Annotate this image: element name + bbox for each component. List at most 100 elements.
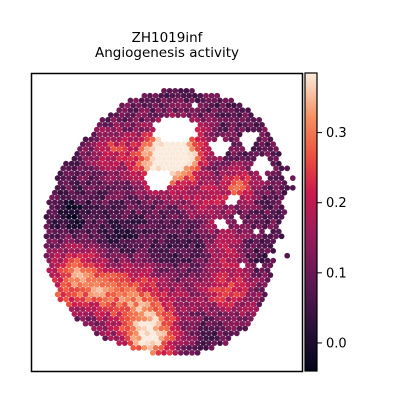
tissue-spot (245, 291, 251, 298)
tissue-spot (107, 189, 114, 196)
tissue-spot (264, 257, 271, 264)
tissue-spot (259, 151, 265, 157)
tissue-spot (267, 136, 274, 143)
tissue-spot (219, 180, 226, 186)
tissue-spot (155, 301, 162, 308)
tissue-spot (99, 233, 106, 240)
tissue-spot (51, 189, 58, 196)
tissue-spot (110, 301, 117, 308)
tissue-spot (147, 121, 153, 128)
tissue-spot (161, 146, 167, 152)
tissue-spot (197, 325, 204, 332)
tissue-spot (113, 151, 120, 157)
tissue-spot (197, 160, 204, 167)
tissue-spot (161, 233, 167, 240)
tissue-spot (144, 194, 151, 201)
tissue-spot (259, 218, 265, 225)
tissue-spot (49, 243, 55, 249)
tissue-spot (141, 199, 148, 206)
tissue-spot (191, 160, 198, 167)
tissue-spot (152, 248, 159, 254)
tissue-spot (54, 184, 61, 191)
tissue-spot (172, 291, 179, 298)
tissue-spot (71, 175, 78, 181)
tissue-spot (203, 189, 209, 196)
tissue-spot (205, 311, 212, 317)
tissue-spot (124, 170, 131, 177)
tissue-spot (247, 180, 254, 186)
tissue-spot (74, 218, 81, 225)
tissue-spot (130, 267, 137, 274)
tissue-spot (172, 281, 179, 288)
tissue-spot (161, 291, 167, 298)
tissue-spot (205, 291, 212, 298)
tissue-spot (49, 223, 55, 230)
tissue-spot (138, 252, 145, 259)
tissue-spot (88, 136, 95, 143)
tissue-spot (270, 180, 277, 186)
tissue-spot (138, 223, 145, 230)
tissue-spot (222, 301, 229, 308)
tissue-spot (208, 170, 215, 177)
tissue-spot (186, 238, 193, 245)
tissue-spot (107, 209, 114, 215)
tissue-spot (205, 214, 212, 220)
tissue-spot (222, 340, 229, 346)
tissue-spot (138, 165, 145, 172)
tissue-spot (91, 160, 97, 167)
tissue-spot (233, 204, 240, 211)
tissue-spot (208, 257, 215, 264)
tissue-spot (222, 107, 229, 114)
tissue-spot (121, 340, 128, 346)
tissue-spot (113, 335, 120, 342)
tissue-spot (99, 165, 106, 172)
tissue-spot (233, 165, 240, 172)
tissue-spot (127, 184, 134, 191)
tissue-spot (222, 175, 229, 181)
tissue-spot (189, 136, 195, 143)
tissue-spot (158, 296, 165, 303)
tissue-spot (149, 214, 156, 220)
tissue-spot (107, 257, 114, 264)
tissue-spot (152, 228, 159, 235)
tissue-spot (214, 112, 221, 118)
tissue-spot (102, 238, 109, 245)
tissue-spot (211, 301, 218, 308)
tissue-spot (228, 301, 235, 308)
tissue-spot (124, 180, 131, 186)
tissue-spot (270, 170, 277, 177)
tissue-spot (74, 170, 81, 177)
tissue-spot (186, 277, 193, 283)
tissue-spot (214, 286, 221, 293)
tissue-spot (183, 340, 190, 346)
tissue-spot (130, 170, 137, 177)
tissue-spot (152, 199, 159, 206)
tissue-spot (228, 136, 235, 143)
tissue-spot (113, 131, 120, 138)
tissue-spot (242, 180, 249, 186)
tissue-spot (177, 281, 184, 288)
tissue-spot (231, 286, 237, 293)
tissue-spot (82, 281, 89, 288)
tissue-spot (217, 320, 223, 327)
tissue-spot (91, 286, 97, 293)
tissue-spot (278, 184, 285, 191)
tissue-spot (169, 228, 176, 235)
tissue-spot (259, 286, 265, 293)
tissue-spot (107, 170, 114, 177)
tissue-spot (77, 233, 83, 240)
tissue-spot (144, 291, 151, 298)
tissue-spot (172, 97, 179, 104)
tissue-spot (116, 204, 123, 211)
tissue-spot (211, 262, 218, 269)
tissue-spot (65, 291, 72, 298)
tissue-spot (191, 151, 198, 157)
tissue-spot (110, 311, 117, 317)
tissue-spot (43, 233, 50, 240)
tissue-spot (177, 194, 184, 201)
tissue-spot (91, 131, 97, 138)
tissue-spot (133, 204, 139, 211)
tissue-spot (161, 97, 167, 104)
tissue-spot (194, 204, 201, 211)
tissue-spot (219, 277, 226, 283)
